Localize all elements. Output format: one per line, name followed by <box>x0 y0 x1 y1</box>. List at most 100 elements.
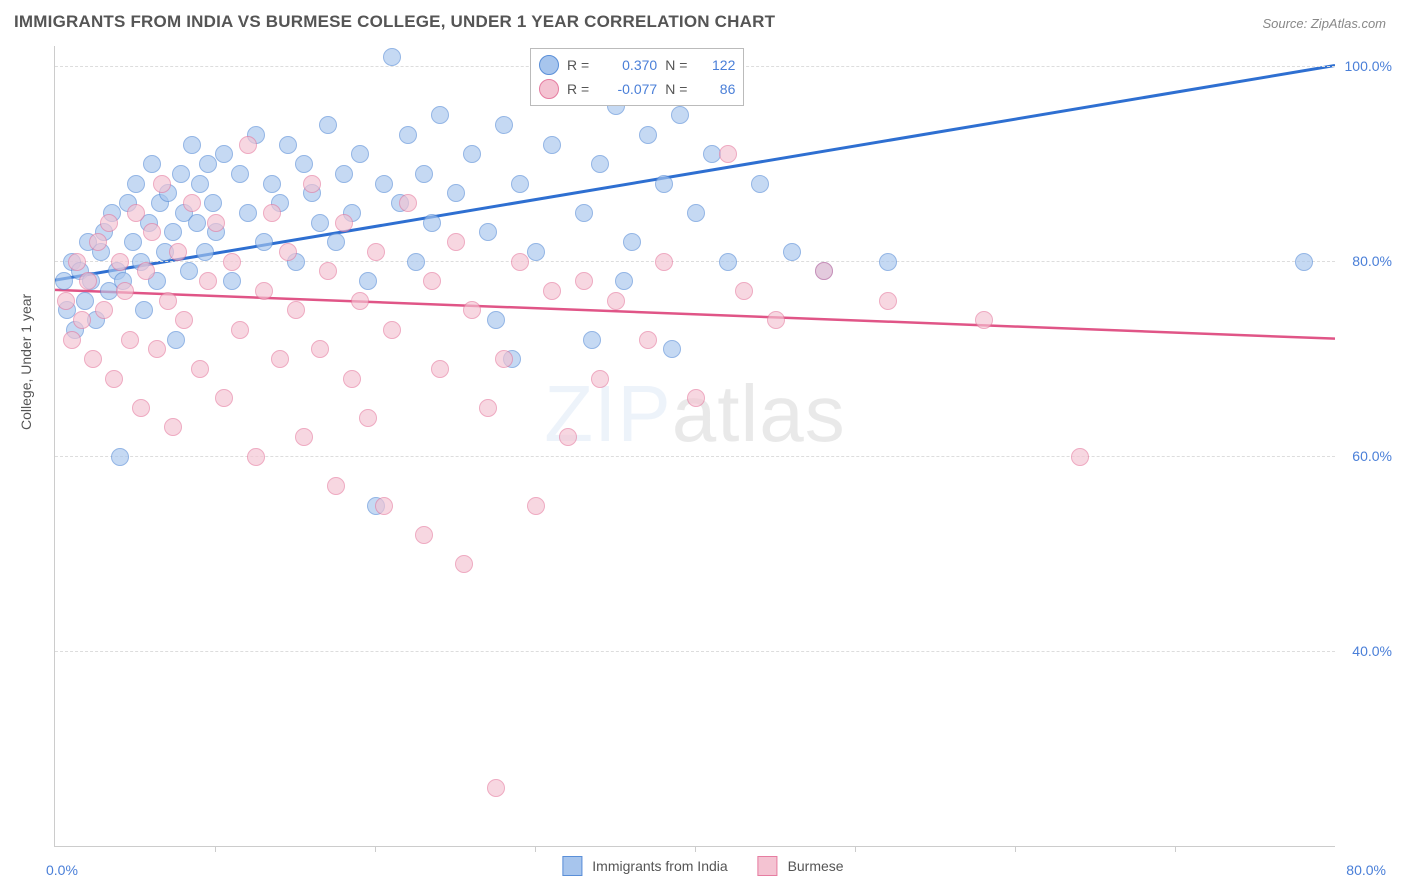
scatter-point <box>463 301 481 319</box>
scatter-point <box>255 282 273 300</box>
scatter-point <box>607 292 625 310</box>
scatter-point <box>137 262 155 280</box>
scatter-point <box>487 311 505 329</box>
chart-title: IMMIGRANTS FROM INDIA VS BURMESE COLLEGE… <box>14 12 775 32</box>
legend-label-burmese: Burmese <box>788 858 844 874</box>
n-label: N = <box>665 57 687 73</box>
scatter-point <box>191 175 209 193</box>
watermark: ZIPatlas <box>544 368 845 460</box>
scatter-point <box>511 253 529 271</box>
scatter-point <box>335 214 353 232</box>
correlation-row-burmese: R = -0.077 N = 86 <box>539 77 735 101</box>
scatter-point <box>327 477 345 495</box>
n-label: N = <box>665 81 687 97</box>
scatter-point <box>100 214 118 232</box>
scatter-point <box>719 145 737 163</box>
legend-label-india: Immigrants from India <box>592 858 727 874</box>
n-value-burmese: 86 <box>695 81 735 97</box>
x-tick <box>1015 846 1016 852</box>
scatter-point <box>527 243 545 261</box>
y-axis-label: College, Under 1 year <box>18 294 34 430</box>
x-tick <box>1175 846 1176 852</box>
scatter-point <box>399 126 417 144</box>
scatter-point <box>167 331 185 349</box>
scatter-point <box>1071 448 1089 466</box>
scatter-point <box>383 48 401 66</box>
scatter-point <box>735 282 753 300</box>
scatter-point <box>575 272 593 290</box>
scatter-point <box>199 272 217 290</box>
scatter-point <box>84 350 102 368</box>
scatter-point <box>188 214 206 232</box>
source-attribution: Source: ZipAtlas.com <box>1262 16 1386 31</box>
n-value-india: 122 <box>695 57 735 73</box>
scatter-point <box>164 418 182 436</box>
correlation-stats-box: R = 0.370 N = 122 R = -0.077 N = 86 <box>530 48 744 106</box>
scatter-point <box>121 331 139 349</box>
scatter-point <box>655 253 673 271</box>
scatter-point <box>95 301 113 319</box>
y-tick-label: 40.0% <box>1352 643 1392 659</box>
scatter-point <box>639 126 657 144</box>
scatter-point <box>591 370 609 388</box>
scatter-point <box>199 155 217 173</box>
legend-swatch-india <box>562 856 582 876</box>
x-tick <box>695 846 696 852</box>
scatter-point <box>255 233 273 251</box>
scatter-point <box>63 331 81 349</box>
scatter-point <box>415 526 433 544</box>
scatter-point <box>111 448 129 466</box>
scatter-point <box>295 428 313 446</box>
scatter-point <box>164 223 182 241</box>
scatter-point <box>1295 253 1313 271</box>
scatter-point <box>359 409 377 427</box>
scatter-point <box>231 165 249 183</box>
scatter-point <box>543 136 561 154</box>
scatter-point <box>57 292 75 310</box>
scatter-point <box>55 272 73 290</box>
scatter-point <box>124 233 142 251</box>
scatter-point <box>375 175 393 193</box>
scatter-point <box>351 145 369 163</box>
scatter-point <box>231 321 249 339</box>
scatter-point <box>311 340 329 358</box>
scatter-point <box>975 311 993 329</box>
scatter-point <box>351 292 369 310</box>
scatter-point <box>479 223 497 241</box>
scatter-chart: ZIPatlas <box>54 46 1335 847</box>
scatter-point <box>431 360 449 378</box>
scatter-point <box>223 272 241 290</box>
scatter-point <box>359 272 377 290</box>
scatter-point <box>367 243 385 261</box>
legend-item-burmese: Burmese <box>758 856 844 876</box>
scatter-point <box>639 331 657 349</box>
scatter-point <box>89 233 107 251</box>
scatter-point <box>327 233 345 251</box>
scatter-point <box>687 204 705 222</box>
scatter-point <box>295 155 313 173</box>
x-tick <box>375 846 376 852</box>
scatter-point <box>68 253 86 271</box>
scatter-point <box>487 779 505 797</box>
scatter-point <box>375 497 393 515</box>
scatter-point <box>455 555 473 573</box>
scatter-point <box>495 116 513 134</box>
scatter-point <box>73 311 91 329</box>
scatter-point <box>159 292 177 310</box>
scatter-point <box>335 165 353 183</box>
scatter-point <box>495 350 513 368</box>
scatter-point <box>175 311 193 329</box>
scatter-point <box>663 340 681 358</box>
scatter-point <box>153 175 171 193</box>
scatter-point <box>879 253 897 271</box>
scatter-point <box>447 233 465 251</box>
scatter-point <box>215 389 233 407</box>
scatter-point <box>511 175 529 193</box>
scatter-point <box>105 370 123 388</box>
scatter-point <box>407 253 425 271</box>
scatter-point <box>196 243 214 261</box>
scatter-point <box>447 184 465 202</box>
scatter-point <box>127 175 145 193</box>
scatter-point <box>815 262 833 280</box>
x-tick <box>215 846 216 852</box>
